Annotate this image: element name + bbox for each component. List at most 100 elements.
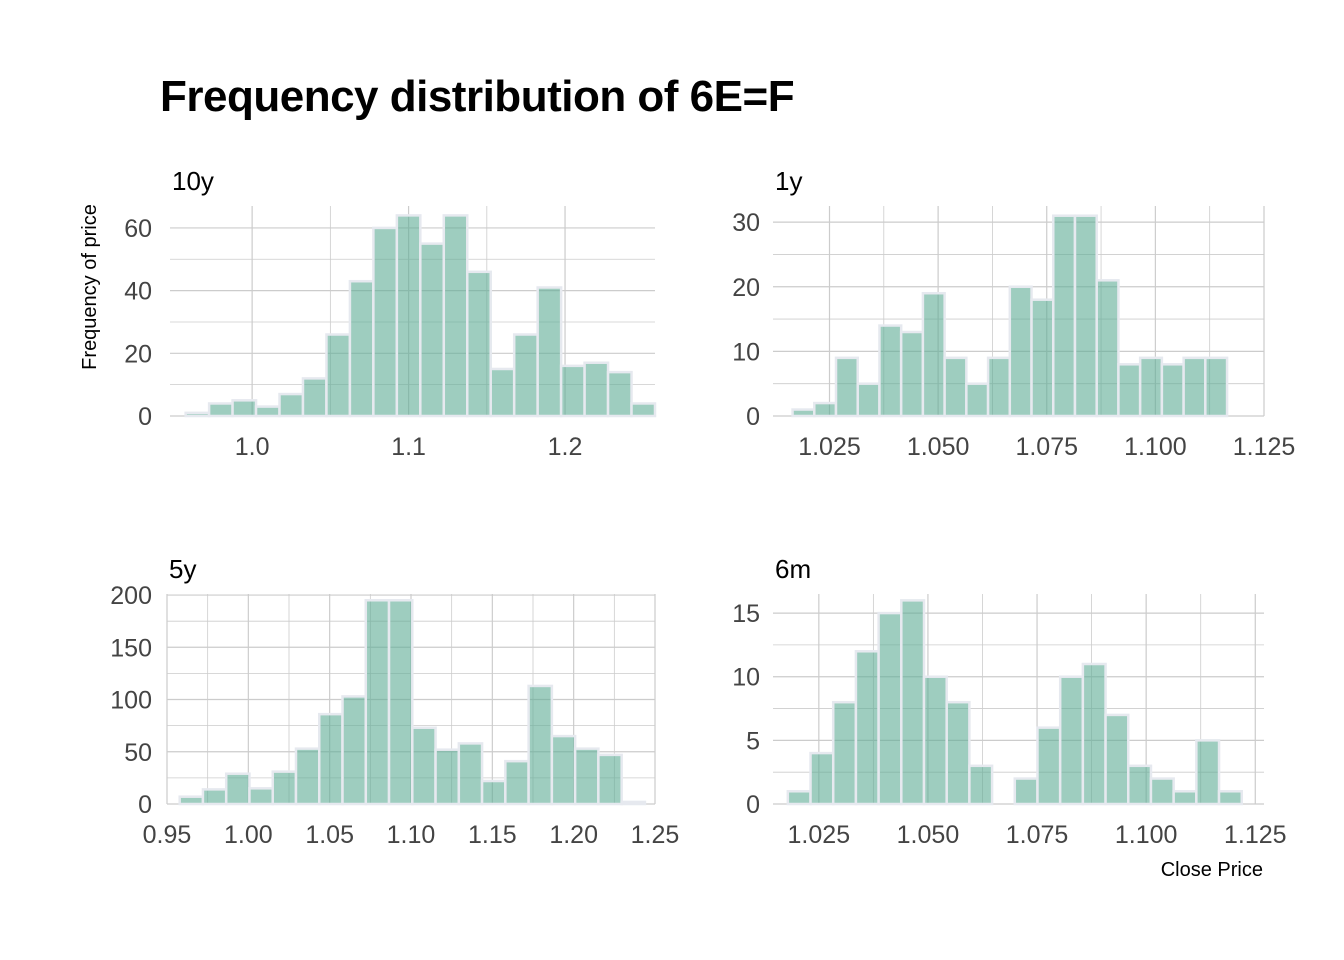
- facet-1y-bar: [899, 330, 925, 418]
- facet-10y-bar: [512, 333, 539, 418]
- facet-5y-bar: [550, 734, 577, 806]
- facet-5y-bar: [457, 742, 484, 806]
- facet-6m-bar: [1013, 777, 1039, 806]
- facet-1y-bar: [921, 291, 946, 418]
- facet-1y-bar: [834, 356, 859, 418]
- facet-6m-bar: [1081, 662, 1107, 806]
- facet-5y-bar: [178, 795, 205, 806]
- facet-10y-x-tick-label: 1.0: [235, 433, 270, 461]
- facet-5y-bar: [224, 772, 251, 806]
- facet-6m-bar: [1036, 726, 1062, 806]
- facet-10y-bar: [489, 367, 516, 418]
- facet-10y-x-tick-label: 1.2: [548, 433, 583, 461]
- facet-5y-y-tick-label: 200: [110, 582, 152, 610]
- facet-1y-bar: [1095, 279, 1120, 418]
- facet-6m-x-tick-label: 1.125: [1224, 821, 1287, 849]
- facet-5y-y-tick-label: 0: [138, 791, 152, 819]
- facet-1y-bar: [1117, 363, 1142, 418]
- facet-1y-bar: [943, 356, 968, 418]
- facet-1y-label: 1y: [775, 166, 802, 196]
- facet-6m-bar: [1058, 675, 1085, 806]
- y-axis-title: Frequency of price: [79, 204, 101, 370]
- facet-6m-bar: [968, 764, 994, 806]
- facet-1y-bar: [1030, 298, 1055, 418]
- facet-10y-bar: [606, 370, 633, 418]
- facet-5y-bar: [341, 695, 368, 806]
- facet-6m-bar: [1172, 790, 1198, 806]
- facet-10y-bar: [278, 392, 305, 418]
- facet-5y-bar: [504, 759, 530, 806]
- facet-10y-bar: [419, 242, 446, 418]
- facet-5y-bar: [411, 726, 437, 806]
- facet-5y-bar: [387, 599, 414, 806]
- facet-6m-bar: [1149, 777, 1175, 806]
- facet-10y-bar: [301, 377, 328, 418]
- facet-5y-bar: [573, 747, 600, 806]
- facet-1y-bar: [1073, 214, 1098, 418]
- facet-5y-x-tick-label: 1.00: [224, 821, 273, 849]
- facet-5y-bar: [480, 779, 507, 806]
- facet-5y-bar: [364, 599, 391, 806]
- facet-10y-bar: [466, 270, 492, 418]
- facet-6m-bar: [945, 700, 971, 806]
- facet-5y-y-tick-label: 100: [110, 687, 152, 715]
- facet-10y-bar: [184, 411, 211, 418]
- facet-1y-y-tick-label: 0: [746, 403, 760, 431]
- facet-5y-bar: [434, 748, 461, 806]
- facet-1y-bar: [1182, 356, 1207, 418]
- facet-5y-bar: [201, 788, 228, 806]
- facet-5y-y-tick-label: 150: [110, 634, 152, 662]
- facet-6m-y-tick-label: 0: [746, 791, 760, 819]
- facet-5y-x-tick-label: 1.10: [387, 821, 436, 849]
- x-axis-title: Close Price: [1161, 859, 1263, 881]
- facet-1y-bar: [1204, 356, 1229, 418]
- facet-6m-y-tick-label: 5: [746, 727, 760, 755]
- facet-5y-x-tick-label: 1.15: [468, 821, 517, 849]
- facet-10y-y-tick-label: 20: [124, 340, 152, 368]
- facet-1y-bar: [878, 324, 903, 418]
- facet-5y-bar: [318, 712, 344, 806]
- facet-1y-bar: [986, 356, 1012, 418]
- facet-1y-y-tick-label: 30: [732, 209, 760, 237]
- facet-6m-y-tick-label: 15: [732, 600, 760, 628]
- facet-6m-bar: [786, 790, 812, 806]
- facet-5y-x-tick-label: 1.25: [631, 821, 680, 849]
- facet-6m-x-tick-label: 1.025: [788, 821, 851, 849]
- facet-6m-bar: [809, 751, 835, 806]
- facet-5y-bar: [527, 684, 554, 806]
- facet-1y-y-tick-label: 20: [732, 274, 760, 302]
- facet-1y-x-tick-label: 1.075: [1015, 433, 1078, 461]
- facet-6m-bar: [900, 599, 926, 806]
- facet-5y-y-tick-label: 50: [124, 739, 152, 767]
- facet-1y-x-tick-label: 1.025: [798, 433, 861, 461]
- facet-10y-y-tick-label: 40: [124, 278, 152, 306]
- facet-6m-bar: [1104, 713, 1130, 806]
- facet-6m-bar: [854, 650, 880, 806]
- facet-1y-bar: [1008, 285, 1033, 418]
- facet-10y-bar: [254, 405, 281, 418]
- facet-10y-bar: [207, 402, 234, 418]
- facet-1y-bar: [1160, 363, 1185, 418]
- facet-6m-bar: [877, 611, 903, 806]
- facet-10y-bar: [442, 214, 469, 418]
- facet-1y-y-tick-label: 10: [732, 338, 760, 366]
- facet-10y-bar: [372, 226, 399, 418]
- facet-10y-bar: [395, 214, 422, 418]
- facet-1y-bar: [1052, 214, 1077, 418]
- facet-10y-x-tick-label: 1.1: [391, 433, 426, 461]
- facet-1y-x-tick-label: 1.050: [907, 433, 970, 461]
- facet-5y-label: 5y: [169, 554, 196, 584]
- facet-5y-bar: [271, 770, 298, 806]
- facet-1y-x-tick-label: 1.100: [1124, 433, 1187, 461]
- chart-title: Frequency distribution of 6E=F: [160, 72, 795, 121]
- facet-1y-bar: [965, 382, 990, 418]
- facet-6m-bar: [922, 675, 948, 806]
- facet-6m-x-tick-label: 1.050: [897, 821, 960, 849]
- facet-6m-label: 6m: [775, 554, 811, 584]
- facet-5y-bar: [620, 800, 647, 806]
- facet-10y-bar: [325, 333, 352, 418]
- facet-1y-bar: [813, 401, 838, 418]
- facet-5y-bar: [294, 747, 321, 806]
- facet-6m-x-tick-label: 1.100: [1115, 821, 1178, 849]
